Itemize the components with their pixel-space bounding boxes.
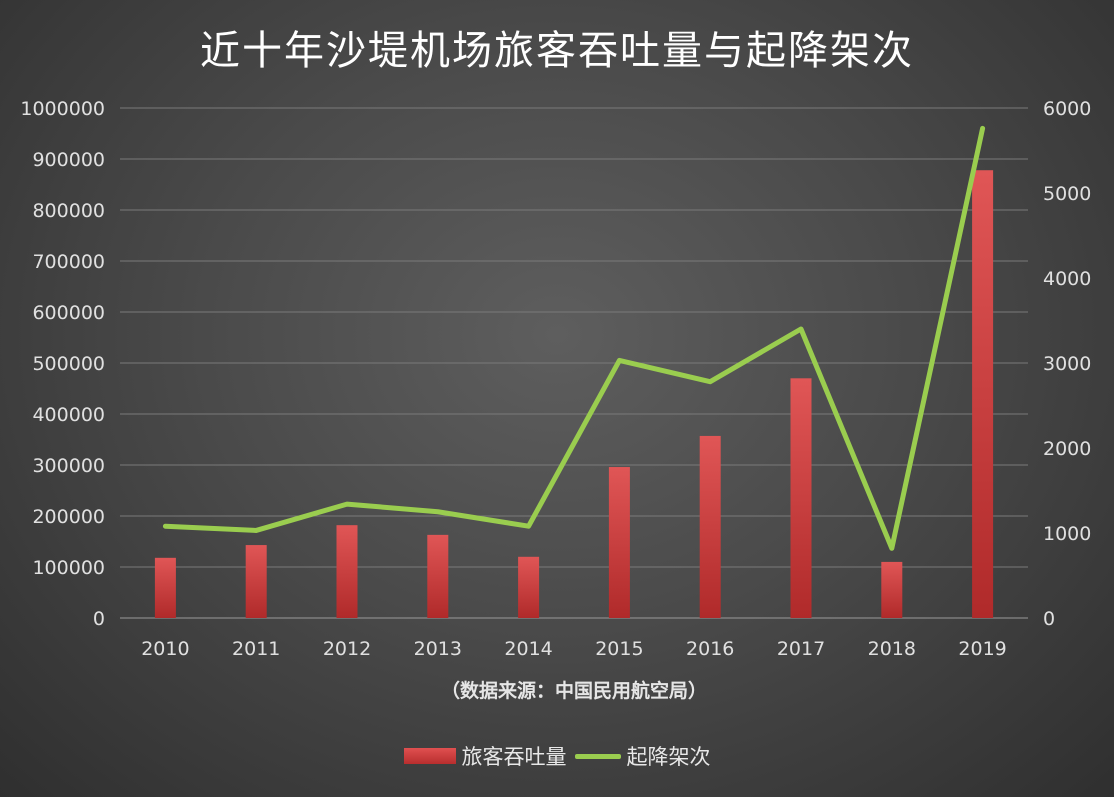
source-note: （数据来源：中国民用航空局） [440,680,707,702]
y-left-tick-label: 400000 [32,404,105,426]
y-left-tick-label: 800000 [32,200,105,222]
x-tick-label: 2015 [595,638,643,660]
x-tick-label: 2011 [232,638,280,660]
x-tick-label: 2010 [141,638,189,660]
y-left-tick-label: 700000 [32,251,105,273]
bar-2018 [881,561,903,618]
y-left-tick-label: 0 [93,608,105,630]
y-right-tick-label: 6000 [1043,98,1091,120]
y-axis-left: 0 100000 200000 300000 400000 500000 600000 700… [20,98,105,630]
x-tick-label: 2013 [414,638,462,660]
bar-2015 [608,467,630,618]
bar-2010 [154,557,176,618]
y-left-tick-label: 100000 [32,557,105,579]
line-point-2019 [981,126,985,130]
x-tick-label: 2019 [958,638,1006,660]
legend-label-flights: 起降架次 [626,745,711,769]
y-left-tick-label: 200000 [32,506,105,528]
line-point-2010 [163,524,167,528]
y-right-tick-label: 3000 [1043,353,1091,375]
x-axis: 2010 2011 2012 2013 2014 2015 2016 2017 2018 2019 [141,638,1007,660]
line-point-2016 [708,380,712,384]
y-axis-right: 0 1000 2000 3000 4000 5000 6000 [1043,98,1091,630]
legend-item-passengers: 旅客吞吐量 [403,741,567,771]
legend: 旅客吞吐量 起降架次 [0,741,1114,771]
y-left-tick-label: 500000 [32,353,105,375]
gridlines [120,107,1028,619]
bar-2013 [427,534,449,618]
bar-2019 [972,170,994,618]
line-point-2018 [890,546,894,550]
line-series [162,125,986,551]
line-point-2011 [254,528,258,532]
line-point-2017 [799,327,803,331]
line-point-2013 [436,510,440,514]
x-tick-label: 2012 [323,638,371,660]
bar-2012 [336,525,358,618]
line-point-2012 [345,502,349,506]
x-tick-label: 2016 [686,638,734,660]
bar-series [154,170,994,618]
chart-title: 近十年沙堤机场旅客吞吐量与起降架次 [200,28,914,74]
y-right-tick-label: 2000 [1043,438,1091,460]
legend-swatch-line [574,753,621,759]
y-left-tick-label: 1000000 [20,98,105,120]
y-right-tick-label: 0 [1043,608,1055,630]
y-right-tick-label: 5000 [1043,183,1091,205]
bar-2014 [518,556,540,618]
bar-2011 [245,545,267,618]
line-flights [162,125,986,551]
x-tick-label: 2014 [504,638,552,660]
line-point-2014 [527,524,531,528]
x-tick-label: 2017 [777,638,825,660]
y-left-tick-label: 600000 [32,302,105,324]
x-tick-label: 2018 [868,638,916,660]
legend-label-passengers: 旅客吞吐量 [461,745,567,769]
bar-2016 [699,435,721,618]
y-left-tick-label: 300000 [32,455,105,477]
bar-2017 [790,378,812,618]
legend-item-flights: 起降架次 [574,741,711,771]
y-left-tick-label: 900000 [32,149,105,171]
y-right-tick-label: 4000 [1043,268,1091,290]
legend-swatch-bar [403,748,456,764]
line-point-2015 [617,358,621,362]
y-right-tick-label: 1000 [1043,523,1091,545]
